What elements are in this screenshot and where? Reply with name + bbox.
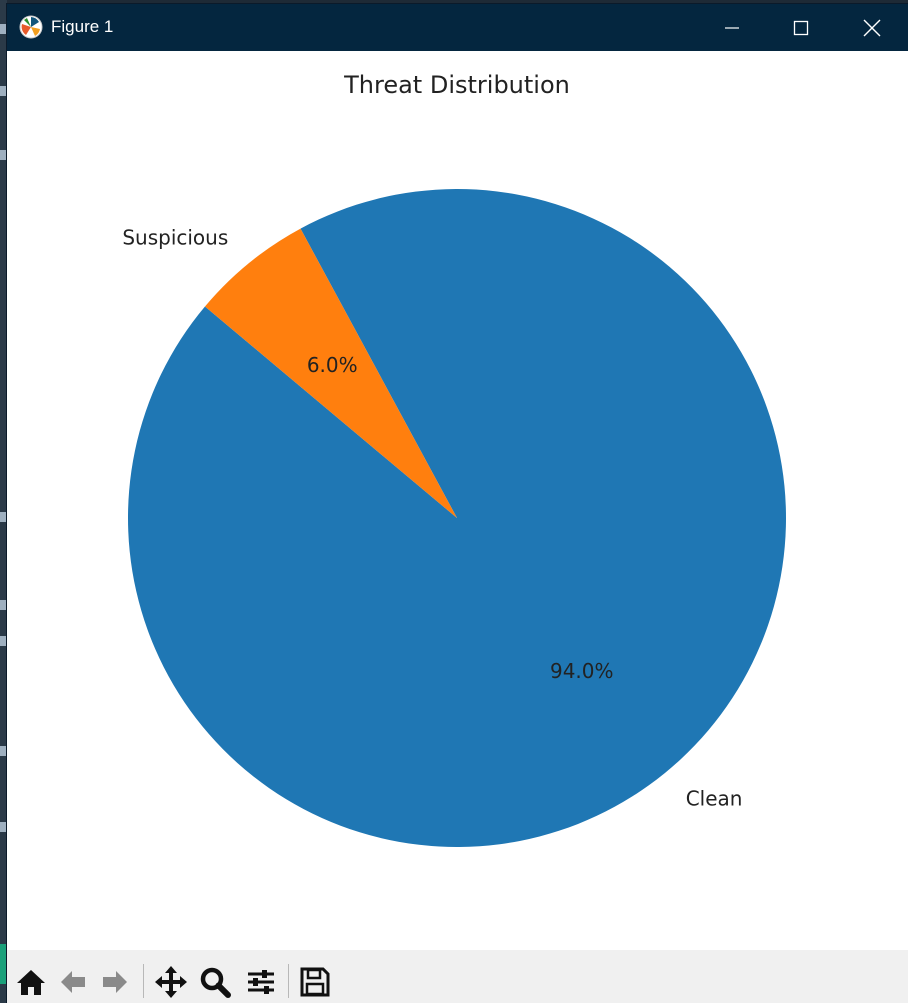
pie-chart: Threat Distribution Clean 94.0% Suspicious…	[122, 71, 786, 848]
home-icon	[17, 970, 45, 995]
slice-pct-label-clean: 94.0%	[550, 659, 614, 683]
maximize-icon	[793, 20, 809, 35]
configure-subplots-button[interactable]	[243, 964, 279, 1000]
toolbar-separator	[143, 964, 144, 998]
save-icon	[300, 967, 330, 997]
slice-pct-label-suspicious: 6.0%	[307, 353, 358, 377]
slice-label-suspicious: Suspicious	[122, 226, 228, 250]
figure-canvas[interactable]: Threat Distribution Clean 94.0% Suspicious…	[7, 51, 908, 950]
back-arrow-icon	[61, 971, 85, 993]
save-button[interactable]	[297, 964, 333, 1000]
background-window-edge	[0, 0, 7, 1003]
title-bar: Figure 1	[7, 4, 908, 51]
close-icon	[863, 19, 881, 36]
maximize-button[interactable]	[766, 4, 836, 51]
forward-arrow-icon	[103, 971, 127, 993]
slice-label-clean: Clean	[686, 786, 743, 810]
pie-slice-suspicious	[204, 228, 457, 518]
navigation-toolbar	[7, 950, 908, 1003]
back-button[interactable]	[55, 964, 91, 1000]
pan-button[interactable]	[153, 964, 189, 1000]
configure-subplots-icon	[248, 970, 274, 994]
minimize-button[interactable]	[697, 4, 767, 51]
toolbar-separator	[288, 964, 289, 998]
zoom-icon	[200, 967, 231, 998]
forward-button[interactable]	[97, 964, 133, 1000]
matplotlib-logo-icon	[19, 15, 43, 39]
zoom-button[interactable]	[197, 964, 233, 1000]
pie-slice-clean	[127, 189, 786, 848]
chart-title: Threat Distribution	[343, 71, 570, 99]
minimize-icon	[725, 26, 739, 29]
home-button[interactable]	[13, 964, 49, 1000]
close-button[interactable]	[837, 4, 907, 51]
pan-icon	[155, 966, 187, 998]
figure-window: Figure 1 Threat Distribution Clean 94.0% S…	[7, 4, 908, 1003]
window-title: Figure 1	[51, 17, 114, 36]
